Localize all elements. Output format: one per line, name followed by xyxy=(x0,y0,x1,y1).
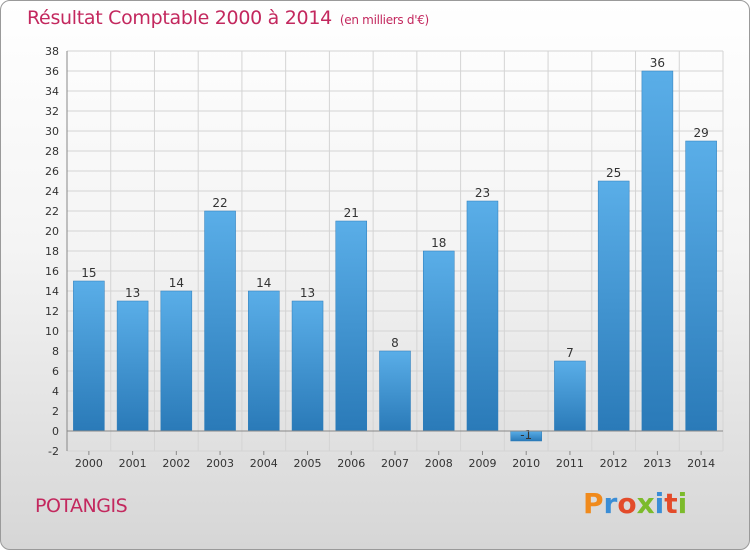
value-label-2010: -1 xyxy=(520,428,532,442)
logo-letter: r xyxy=(603,487,618,520)
x-tick-label-2009: 2009 xyxy=(468,457,496,470)
y-tick-label: 6 xyxy=(52,365,59,378)
x-tick-label-2011: 2011 xyxy=(556,457,584,470)
y-tick-label: 34 xyxy=(45,85,59,98)
value-label-2012: 25 xyxy=(606,166,621,180)
y-tick-label: 38 xyxy=(45,45,59,58)
value-label-2014: 29 xyxy=(693,126,708,140)
bar-2007 xyxy=(379,350,411,432)
bar-2013 xyxy=(641,70,674,432)
y-tick-label: 8 xyxy=(52,345,59,358)
bar-2006 xyxy=(335,220,368,432)
y-tick-label: 4 xyxy=(52,385,59,398)
value-label-2005: 13 xyxy=(300,286,315,300)
value-label-2011: 7 xyxy=(566,346,574,360)
logo-letter: x xyxy=(636,487,655,520)
bar-2003 xyxy=(204,210,236,432)
y-tick-label: 36 xyxy=(45,65,59,78)
x-tick-label-2003: 2003 xyxy=(206,457,234,470)
y-tick-label: 22 xyxy=(45,205,59,218)
bar-2008 xyxy=(422,250,455,432)
y-tick-label: 20 xyxy=(45,225,59,238)
logo-letter: t xyxy=(664,487,678,520)
y-tick-label: 12 xyxy=(45,305,59,318)
y-tick-label: 14 xyxy=(45,285,59,298)
chart-subtitle: (en milliers d'€) xyxy=(339,13,429,27)
x-tick-label-2000: 2000 xyxy=(75,457,103,470)
value-label-2004: 14 xyxy=(256,276,271,290)
bar-2012 xyxy=(597,180,630,432)
x-tick-label-2001: 2001 xyxy=(119,457,147,470)
bar-2009 xyxy=(466,200,499,432)
bar-2004 xyxy=(248,290,280,432)
logo-letter: P xyxy=(583,487,604,520)
y-tick-label: 16 xyxy=(45,265,59,278)
value-label-2008: 18 xyxy=(431,236,446,250)
y-tick-label: 30 xyxy=(45,125,59,138)
value-label-2001: 13 xyxy=(125,286,140,300)
x-tick-label-2010: 2010 xyxy=(512,457,540,470)
chart-title: Résultat Comptable 2000 à 2014 (en millie… xyxy=(27,7,429,29)
x-tick-label-2013: 2013 xyxy=(643,457,671,470)
logo-letter: o xyxy=(617,487,637,520)
y-tick-label: 32 xyxy=(45,105,59,118)
bar-2000 xyxy=(73,280,105,432)
x-tick-label-2002: 2002 xyxy=(162,457,190,470)
bar-2014 xyxy=(685,140,717,432)
logo-letter: i xyxy=(654,487,665,520)
value-label-2007: 8 xyxy=(391,336,399,350)
proxiti-logo[interactable]: Proxiti xyxy=(583,487,687,520)
y-tick-label: 10 xyxy=(45,325,59,338)
bar-2001 xyxy=(116,300,149,432)
x-tick-label-2008: 2008 xyxy=(425,457,453,470)
x-tick-label-2005: 2005 xyxy=(294,457,322,470)
y-tick-label: 18 xyxy=(45,245,59,258)
y-tick-label: 24 xyxy=(45,185,59,198)
bar-2011 xyxy=(554,360,586,432)
value-label-2013: 36 xyxy=(650,56,665,70)
y-tick-label: 28 xyxy=(45,145,59,158)
x-tick-label-2007: 2007 xyxy=(381,457,409,470)
bar-2002 xyxy=(160,290,193,432)
y-tick-label: 0 xyxy=(52,425,59,438)
x-tick-label-2004: 2004 xyxy=(250,457,278,470)
bar-2005 xyxy=(291,300,324,432)
x-tick-label-2006: 2006 xyxy=(337,457,365,470)
value-label-2006: 21 xyxy=(344,206,359,220)
logo-letter: i xyxy=(677,487,688,520)
value-label-2003: 22 xyxy=(212,196,227,210)
y-tick-label: 26 xyxy=(45,165,59,178)
y-tick-label: 2 xyxy=(52,405,59,418)
x-tick-label-2014: 2014 xyxy=(687,457,715,470)
value-label-2009: 23 xyxy=(475,186,490,200)
value-label-2002: 14 xyxy=(169,276,184,290)
value-label-2000: 15 xyxy=(81,266,96,280)
y-tick-label: -2 xyxy=(48,445,59,458)
city-name: POTANGIS xyxy=(35,495,128,517)
x-tick-label-2012: 2012 xyxy=(600,457,628,470)
